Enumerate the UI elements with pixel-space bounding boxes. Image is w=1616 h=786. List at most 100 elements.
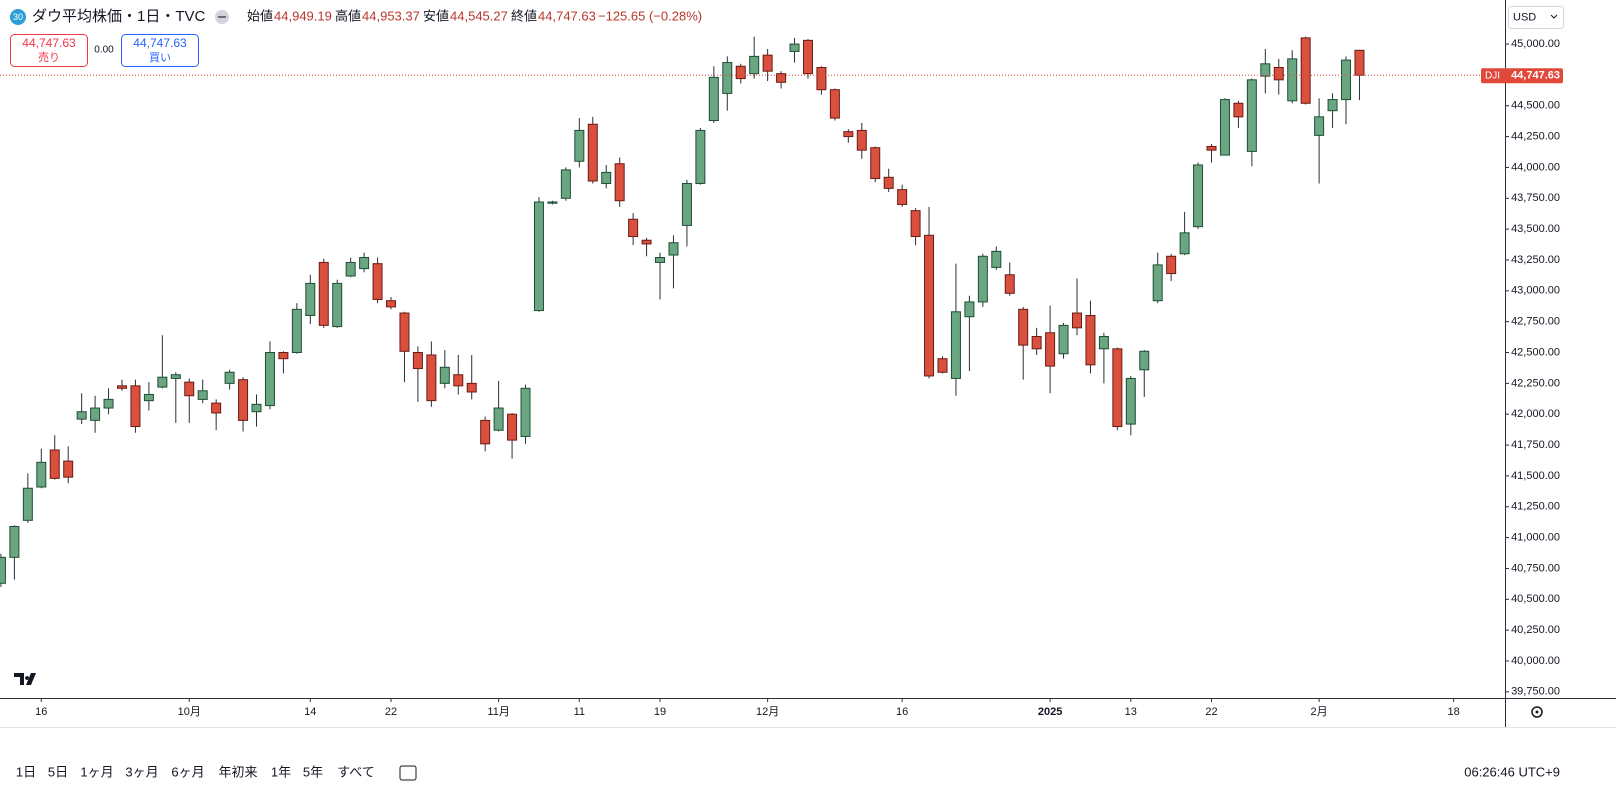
candle-body	[977, 255, 988, 303]
candle-body	[964, 301, 975, 318]
candle-body	[507, 413, 518, 441]
candle-body	[1314, 116, 1325, 136]
sell-button[interactable]	[10, 34, 88, 67]
candle-body	[0, 556, 6, 584]
candle-body	[332, 282, 343, 328]
candle-body	[560, 169, 571, 199]
candle-body	[547, 201, 558, 204]
candle-body	[1287, 58, 1298, 102]
x-tick-label: 16	[35, 706, 47, 718]
change: −125.65 (−0.28%)	[598, 8, 702, 23]
candle-body	[601, 171, 612, 184]
range-button[interactable]: 5年	[303, 764, 323, 779]
candle-body	[533, 201, 544, 312]
y-tick-label: 42,500.00	[1511, 346, 1560, 358]
candle-body	[49, 449, 60, 479]
settings-icon-dot	[1535, 710, 1539, 714]
range-button[interactable]: 1日	[16, 764, 36, 779]
candle-body	[1139, 350, 1150, 371]
candle-body	[1327, 99, 1338, 112]
candle-body	[614, 163, 625, 202]
candle-body	[1219, 99, 1230, 156]
x-tick-label: 2025	[1038, 706, 1062, 718]
candle-body	[1018, 308, 1029, 346]
candle-body	[291, 308, 302, 354]
candle-body	[1045, 332, 1056, 367]
candle-body	[130, 385, 141, 428]
candle-body	[157, 376, 168, 388]
range-button[interactable]: 年初来	[218, 764, 257, 779]
legend-value: 44,545.27	[450, 8, 508, 23]
y-tick-label: 43,500.00	[1511, 223, 1560, 235]
range-button[interactable]: すべて	[337, 764, 375, 779]
candle-body	[802, 39, 813, 75]
candle-body	[1031, 335, 1042, 350]
x-tick-label: 19	[654, 706, 666, 718]
candle-body	[897, 189, 908, 205]
candle-body	[318, 261, 329, 326]
candle-body	[76, 411, 87, 420]
y-tick-label: 40,250.00	[1511, 624, 1560, 636]
candle-body	[883, 176, 894, 189]
candle-body	[1004, 274, 1015, 294]
candle-body	[1152, 264, 1163, 302]
x-tick-label: 22	[1205, 706, 1217, 718]
range-button[interactable]: 1ヶ月	[80, 764, 113, 779]
candle-body	[520, 387, 531, 437]
candle-body	[628, 218, 639, 238]
candle-body	[36, 461, 47, 488]
candle-body	[399, 312, 410, 352]
range-button[interactable]: 6ヶ月	[171, 764, 204, 779]
last-price-tag	[1481, 68, 1563, 84]
candle-body	[493, 407, 504, 431]
candle-body	[762, 54, 773, 72]
badge-text: 30	[13, 12, 23, 22]
candle-body	[1125, 377, 1136, 425]
y-tick-label: 43,250.00	[1511, 254, 1560, 266]
candle-body	[1112, 348, 1123, 428]
date-range-icon[interactable]	[399, 765, 417, 781]
candle-body	[924, 234, 935, 377]
symbol-title[interactable]: ダウ平均株価・1日・TVC	[32, 8, 206, 25]
symbol-badge	[10, 9, 26, 25]
candle-body	[641, 239, 652, 245]
candle-body	[372, 263, 383, 300]
x-tick-label: 22	[385, 706, 397, 718]
range-button[interactable]: 5日	[48, 764, 68, 779]
buy-button[interactable]	[121, 34, 199, 67]
candle-body	[453, 374, 464, 387]
y-tick-label: 44,000.00	[1511, 161, 1560, 173]
candle-body	[1058, 324, 1069, 355]
candle-body	[439, 366, 450, 384]
y-tick-label: 43,000.00	[1511, 285, 1560, 297]
candle-body	[1206, 145, 1217, 151]
candle-body	[1260, 63, 1271, 77]
y-tick-label: 40,750.00	[1511, 562, 1560, 574]
candle-body	[197, 390, 208, 400]
candle-body	[1085, 315, 1096, 366]
logo[interactable]	[14, 673, 36, 685]
candle-body	[1071, 312, 1082, 329]
candle-body	[1179, 232, 1190, 255]
y-tick-label: 44,250.00	[1511, 130, 1560, 142]
candle-body	[1233, 102, 1244, 118]
settings-icon[interactable]	[1531, 706, 1543, 718]
range-button[interactable]: 3ヶ月	[125, 764, 158, 779]
candle-body	[426, 354, 437, 402]
candle-body	[870, 147, 881, 180]
x-tick-label: 2月	[1311, 706, 1328, 718]
candle-body	[143, 393, 154, 402]
last-price-symbol: DJI	[1485, 70, 1500, 81]
range-button[interactable]: 1年	[271, 764, 291, 779]
x-tick-label: 13	[1125, 706, 1137, 718]
currency-button[interactable]	[1508, 6, 1564, 29]
buy-label: 買い	[149, 51, 171, 64]
candle-body	[345, 261, 356, 277]
x-tick-label: 16	[896, 706, 908, 718]
candle-body	[103, 398, 114, 409]
candle-body	[305, 282, 316, 317]
candle-body	[480, 419, 491, 445]
legend-value: 44,953.37	[362, 8, 420, 23]
y-tick-label: 41,000.00	[1511, 532, 1560, 544]
